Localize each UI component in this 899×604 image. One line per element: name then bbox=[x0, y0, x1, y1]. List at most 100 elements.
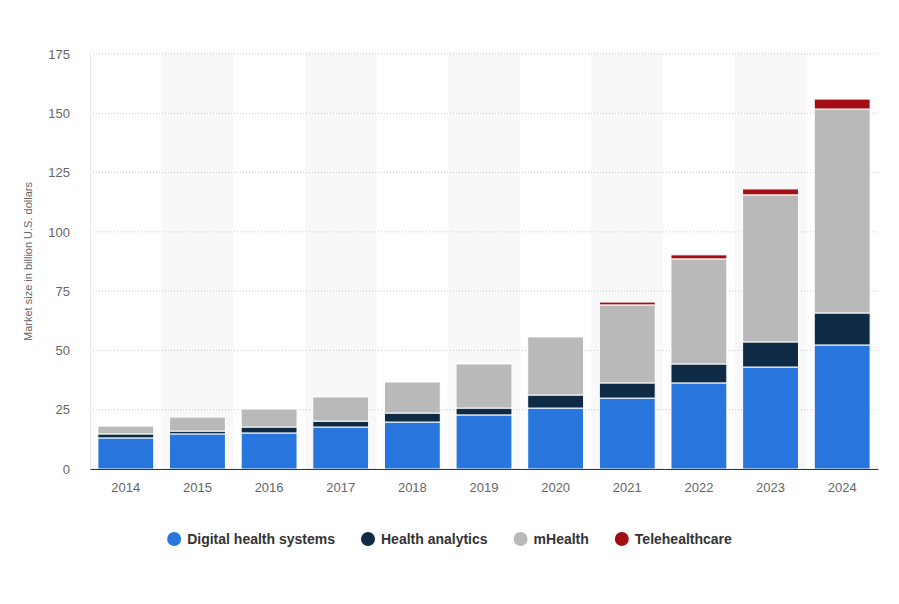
bars bbox=[98, 99, 870, 469]
bar-segment bbox=[384, 422, 440, 469]
legend-marker bbox=[167, 532, 181, 546]
bar-segment bbox=[599, 383, 655, 398]
legend-label: Telehealthcare bbox=[635, 531, 732, 547]
legend-label: Health analytics bbox=[381, 531, 488, 547]
y-tick-label: 0 bbox=[63, 462, 70, 477]
bar-segment bbox=[241, 427, 297, 433]
legend-item[interactable]: Telehealthcare bbox=[615, 531, 732, 547]
x-tick-label: 2022 bbox=[684, 480, 713, 495]
bar-segment bbox=[671, 255, 727, 259]
legend-item[interactable]: Health analytics bbox=[361, 531, 488, 547]
x-tick-label: 2014 bbox=[111, 480, 140, 495]
bar-segment bbox=[384, 413, 440, 422]
x-tick: 2021 bbox=[613, 469, 642, 495]
y-axis-title: Market size in billion U.S. dollars bbox=[22, 182, 34, 341]
bar-segment bbox=[313, 396, 369, 397]
bar-segment bbox=[456, 408, 512, 415]
bar-segment bbox=[743, 189, 799, 195]
legend-marker bbox=[514, 532, 528, 546]
legend-item[interactable]: mHealth bbox=[514, 531, 589, 547]
x-tick-label: 2023 bbox=[756, 480, 785, 495]
bar-segment bbox=[671, 364, 727, 383]
bar-segment bbox=[456, 363, 512, 364]
legend: Digital health systems Health analytics mH… bbox=[167, 531, 732, 547]
legend-label: mHealth bbox=[534, 531, 589, 547]
y-axis: 0 25 50 75 100 125 150 175 bbox=[48, 47, 90, 477]
x-axis: 2014 2015 2016 2017 2018 2019 2020 2021 2022 2023… bbox=[91, 469, 879, 495]
bar-segment bbox=[170, 417, 226, 418]
y-tick-label: 100 bbox=[48, 225, 70, 240]
bar-segment bbox=[241, 409, 297, 410]
bar-segment bbox=[98, 426, 154, 434]
bar-segment bbox=[170, 417, 226, 431]
x-tick-label: 2021 bbox=[613, 480, 642, 495]
y-axis-line bbox=[90, 55, 91, 470]
y-tick: 125 bbox=[48, 165, 90, 180]
x-tick-label: 2015 bbox=[183, 480, 212, 495]
bar-segment bbox=[743, 367, 799, 469]
bar-segment bbox=[384, 381, 440, 382]
grid-line bbox=[90, 113, 878, 114]
x-tick: 2015 bbox=[183, 469, 212, 495]
bar-segment bbox=[599, 398, 655, 469]
x-tick-label: 2018 bbox=[398, 480, 427, 495]
y-tick-label: 150 bbox=[48, 106, 70, 121]
bar-segment bbox=[456, 364, 512, 408]
x-tick: 2020 bbox=[541, 469, 570, 495]
series bbox=[98, 109, 870, 434]
x-tick-label: 2024 bbox=[828, 480, 857, 495]
grid bbox=[90, 54, 878, 469]
bar-segment bbox=[241, 433, 297, 469]
bar-segment bbox=[814, 99, 870, 109]
x-tick: 2014 bbox=[111, 469, 140, 495]
x-tick: 2016 bbox=[255, 469, 284, 495]
bar-segment bbox=[528, 336, 584, 337]
x-tick: 2017 bbox=[326, 469, 355, 495]
y-tick-label: 175 bbox=[48, 47, 70, 62]
y-tick: 175 bbox=[48, 47, 90, 62]
bar-segment bbox=[98, 434, 154, 438]
bar-segment bbox=[313, 397, 369, 421]
bar-segment bbox=[384, 382, 440, 413]
bar-segment bbox=[599, 305, 655, 383]
bar-segment bbox=[671, 259, 727, 364]
y-tick-label: 125 bbox=[48, 165, 70, 180]
bar-segment bbox=[814, 345, 870, 469]
legend-label: Digital health systems bbox=[187, 531, 335, 547]
y-tick-label: 25 bbox=[56, 402, 70, 417]
bar-segment bbox=[528, 395, 584, 408]
legend-marker bbox=[361, 532, 375, 546]
y-tick: 25 bbox=[56, 402, 90, 417]
bar-segment bbox=[743, 195, 799, 342]
series bbox=[599, 99, 870, 305]
x-tick: 2024 bbox=[828, 469, 857, 495]
y-tick: 75 bbox=[56, 284, 90, 299]
bar-segment bbox=[743, 342, 799, 367]
bar-segment bbox=[98, 426, 154, 427]
bar-segment bbox=[313, 421, 369, 427]
x-tick: 2019 bbox=[470, 469, 499, 495]
legend-item[interactable]: Digital health systems bbox=[167, 531, 335, 547]
x-tick-label: 2020 bbox=[541, 480, 570, 495]
y-tick-label: 50 bbox=[56, 343, 70, 358]
y-tick-label: 75 bbox=[56, 284, 70, 299]
x-axis-line bbox=[91, 469, 879, 470]
legend-marker bbox=[615, 532, 629, 546]
y-tick: 150 bbox=[48, 106, 90, 121]
chart: 0 25 50 75 100 125 150 175 Market size in billio… bbox=[0, 0, 899, 604]
bar-segment bbox=[671, 383, 727, 469]
x-tick-label: 2016 bbox=[255, 480, 284, 495]
x-tick: 2023 bbox=[756, 469, 785, 495]
bar-segment bbox=[528, 337, 584, 395]
y-tick: 0 bbox=[63, 462, 90, 477]
bar-segment bbox=[170, 434, 226, 469]
bar-segment bbox=[98, 438, 154, 469]
bar-segment bbox=[814, 109, 870, 313]
y-tick: 100 bbox=[48, 225, 90, 240]
x-tick-label: 2017 bbox=[326, 480, 355, 495]
bar-segment bbox=[241, 409, 297, 427]
bar-segment bbox=[814, 313, 870, 345]
grid-line bbox=[90, 54, 878, 55]
grid-line bbox=[90, 172, 878, 173]
x-tick: 2022 bbox=[684, 469, 713, 495]
